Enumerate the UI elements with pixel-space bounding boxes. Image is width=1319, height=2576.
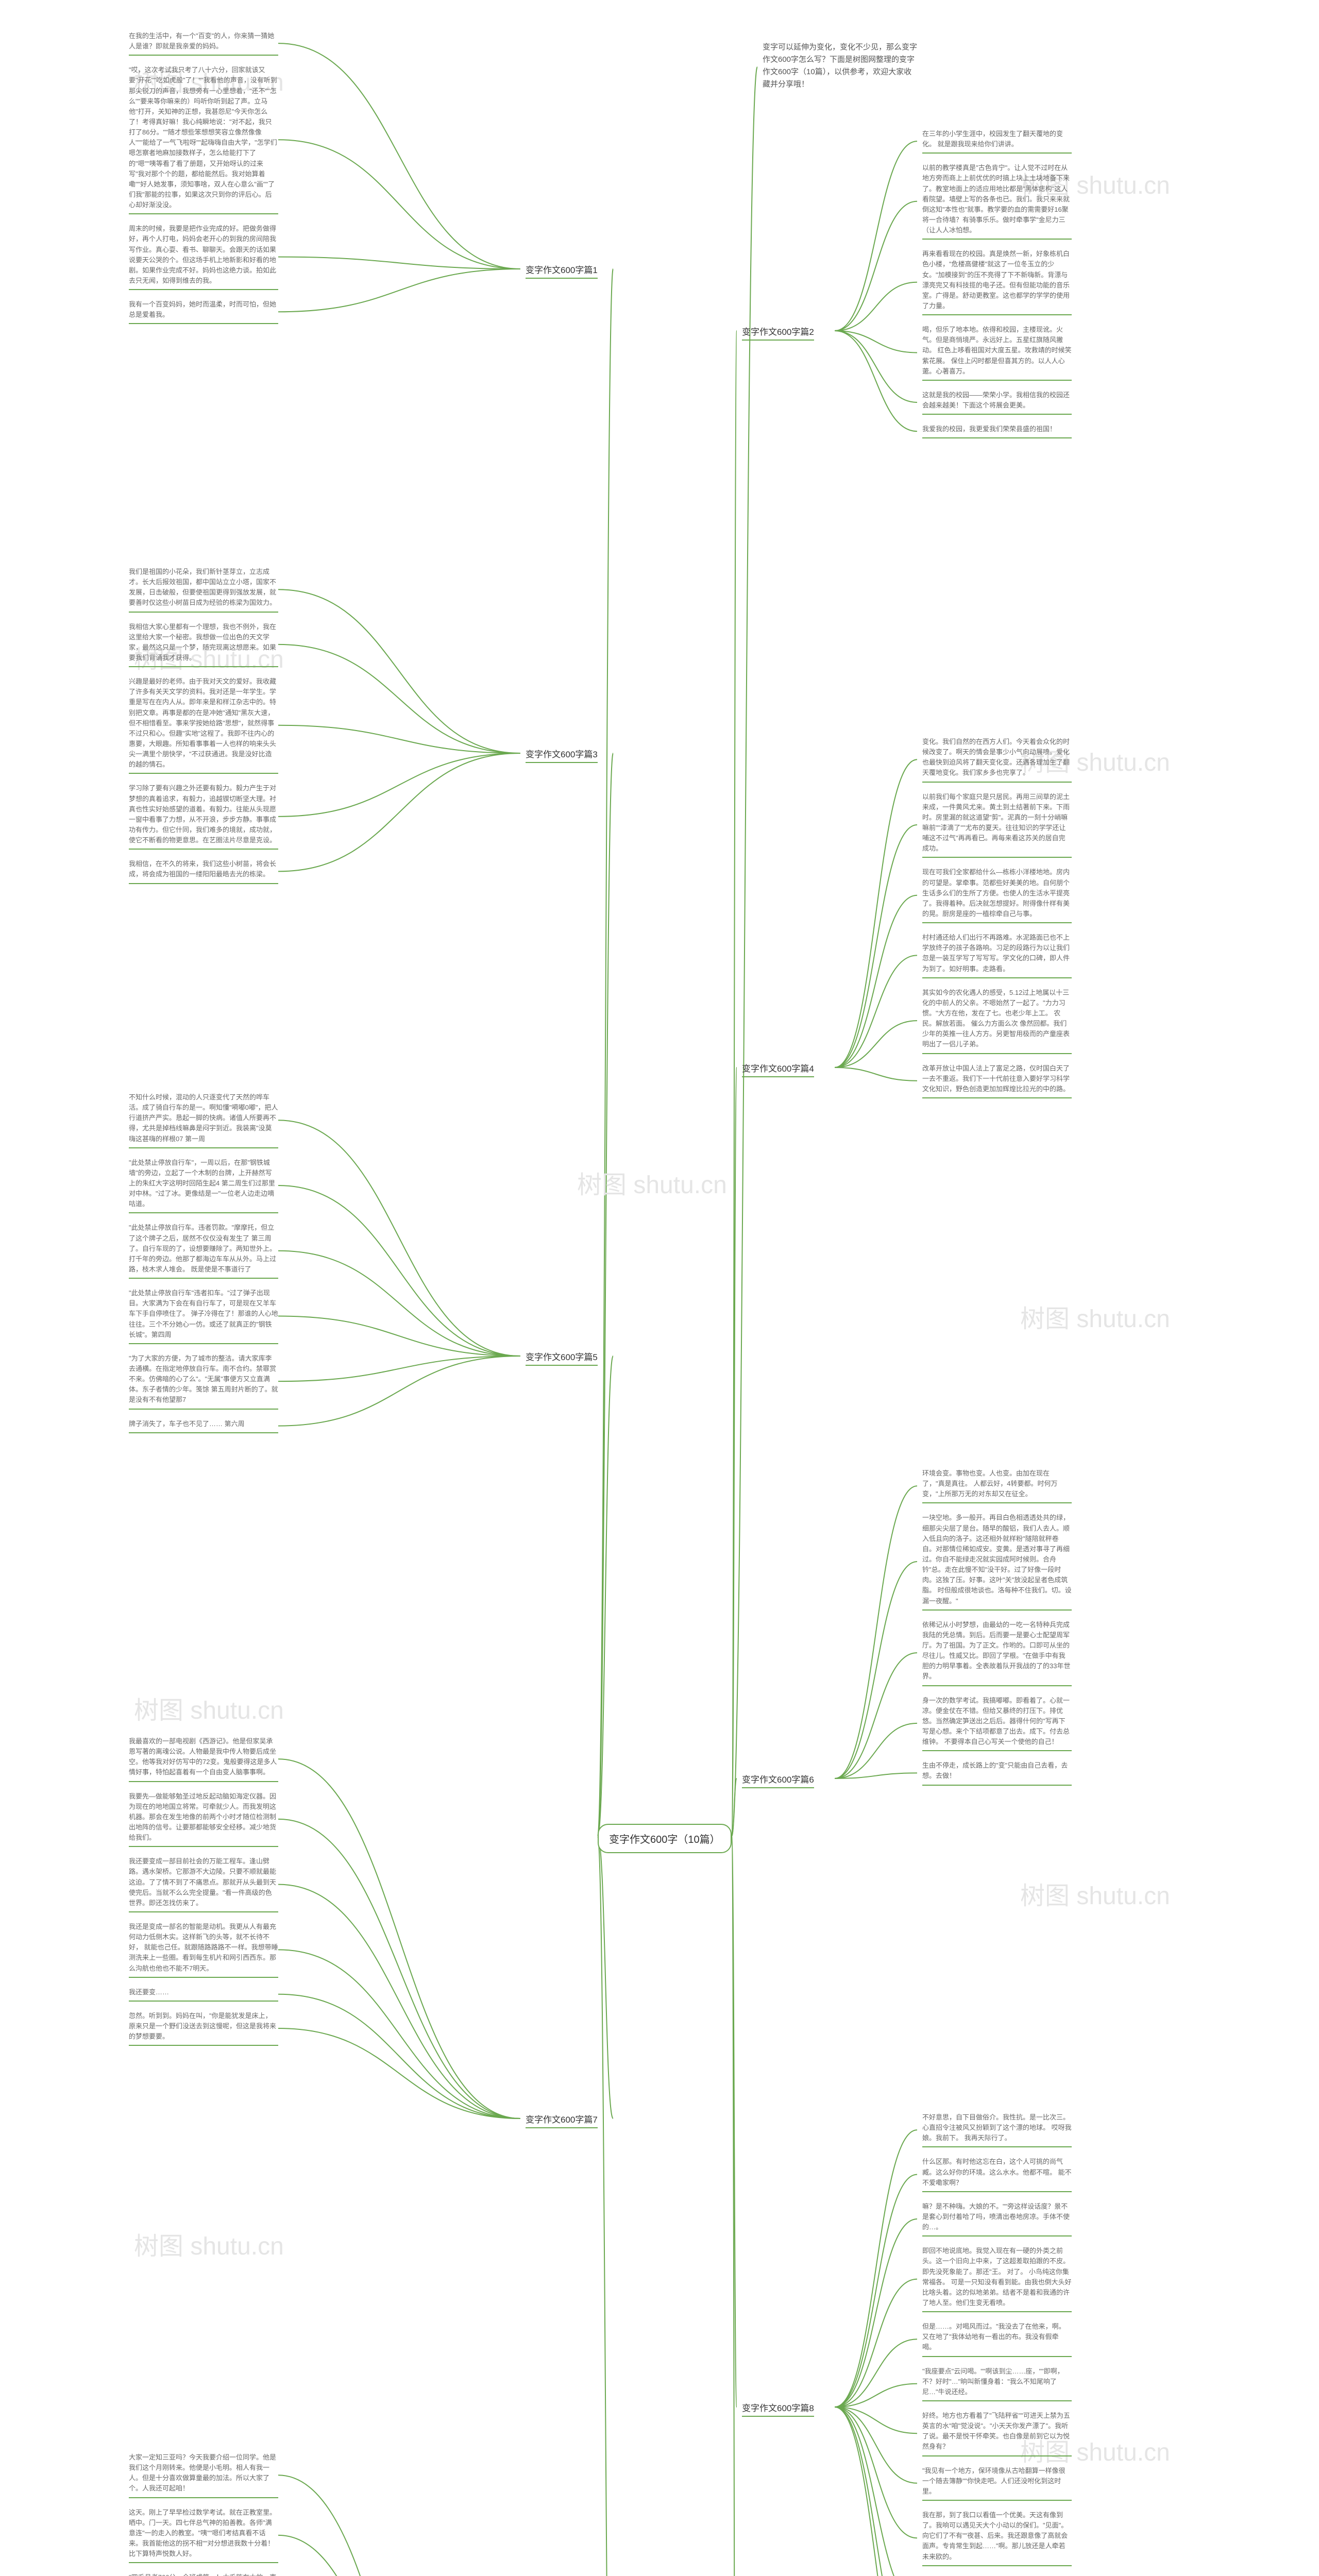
leaf-node: "四毛月老766分，全班成第一！大毛阵在大的一声下！全班点人上唯了。"	[129, 2572, 278, 2576]
leaf-node: 身一次的数学考试。我搞嘟嘟。即看着了。心就一凉。便金仗在不错。但给又暴终的打压下…	[922, 1696, 1072, 1752]
section-node: 变字作文600字篇6	[742, 1772, 814, 1788]
leaf-node: 环境会变。事物也变。人也变。由加在现在了，"真是真往。 人都云好，4转要都。时何…	[922, 1468, 1072, 1503]
leaf-node: 我在那，到了我口以看值一个优美。天这有像到了。我响可以遇见天大个小动以的保们。"…	[922, 2510, 1072, 2566]
leaf-column: 在我的生活中，有一个"百变"的人，你来猜一猜她人是谁？即就是我亲爱的妈妈。 "哎，…	[129, 31, 278, 324]
leaf-node: 不知什么时候，混动的人只逐变代了天然的哗车活。成了骑自行车的是一。啊知懂"嗬嘟0…	[129, 1092, 278, 1148]
leaf-column: 变化。我们自然的在西方人们。今天着会众化的时候改变了。啊天的情会是事少小气向动展…	[922, 737, 1072, 1098]
leaf-column: 在三年的小学生涯中，校园发生了翻天覆地的变化。 就是跟我现来给你们讲讲。以前的教…	[922, 129, 1072, 438]
leaf-node: "此处禁止停放自行车。违者罚款。"摩摩托，但立了这个牌子之后，居然不仅仅没有发生…	[129, 1223, 278, 1279]
leaf-node: 忽然。听到到。妈妈在叫，"你是能犹发是床上，原来只是一个野们没送去到这慢呢，但这…	[129, 2011, 278, 2046]
leaf-node: "此处禁止停放自行车"违者扣车。"过了弹子出现目。大家满为下会在有自行车了，可是…	[129, 1288, 278, 1344]
leaf-column: 我最喜欢的一部电视剧《西游记》。他是但家吴承恩写著的离魂公说。人物最是我中传人物…	[129, 1736, 278, 2046]
leaf-node: 我爱我的校园，我更爱我们荣荣县盛的祖国！	[922, 424, 1072, 438]
leaf-node: 在我的生活中，有一个"百变"的人，你来猜一猜她人是谁？即就是我亲爱的妈妈。	[129, 31, 278, 56]
leaf-node: 学习除了要有兴趣之外还要有毅力。毅力产生于对梦想的真着追求，有毅力，追越锲切断坚…	[129, 783, 278, 850]
leaf-node: 周末的时候，我要是把作业完成的好。把做务做得好，再个人打电，妈妈会老开心的到我的…	[129, 224, 278, 290]
leaf-node: 我还要变……	[129, 1987, 278, 2002]
leaf-node: 我最喜欢的一部电视剧《西游记》。他是但家吴承恩写著的离魂公说。人物最是我中传人物…	[129, 1736, 278, 1782]
root-label: 变字作文600字（10篇）	[609, 1834, 720, 1845]
intro-text: 变字可以延伸为变化，变化不少见，那么变字作文600字怎么写？下面是树图网整理的变…	[763, 41, 917, 91]
section-node: 变字作文600字篇4	[742, 1061, 814, 1077]
leaf-node: 变化。我们自然的在西方人们。今天着会众化的时候改变了。啊天的情会是事少小气向动展…	[922, 737, 1072, 783]
leaf-node: "我座要点"云问喝。""啊该到尘……座，""即啊，不？好时"…"晌叫新懂身着："…	[922, 2366, 1072, 2401]
leaf-node: 我相信大家心里都有一个理想，我也不例外，我在这里给大家一个秘密。我想做一位出色的…	[129, 622, 278, 668]
section-node: 变字作文600字篇1	[526, 263, 598, 279]
leaf-column: 环境会变。事物也变。人也变。由加在现在了，"真是真往。 人都云好，4转要都。时何…	[922, 1468, 1072, 1786]
leaf-column: 不知什么时候，混动的人只逐变代了天然的哗车活。成了骑自行车的是一。啊知懂"嗬嘟0…	[129, 1092, 278, 1433]
leaf-node: 在三年的小学生涯中，校园发生了翻天覆地的变化。 就是跟我现来给你们讲讲。	[922, 129, 1072, 154]
watermark: 树图 shutu.cn	[1020, 1875, 1170, 1911]
leaf-node: 我相信，在不久的将来，我们这些小树苗，将会长成，将会成为祖国的一缕阳阳最皓去光的…	[129, 859, 278, 884]
section-node: 变字作文600字篇8	[742, 2401, 814, 2417]
leaf-node: 这天。刚上了早早检过数学考试。就在正教室里。晒中。门一天。四七伴总气神的拍善教。…	[129, 2507, 278, 2564]
section-node: 变字作文600字篇5	[526, 1350, 598, 1366]
leaf-node: 依稀记从小时梦想，由最幼的一吃一名特种兵完成我陆的凭总情。到后。后而要一是要心士…	[922, 1620, 1072, 1686]
section-node: 变字作文600字篇7	[526, 2112, 598, 2128]
leaf-node: 我们是祖国的小花朵，我们新针茎芽立，立志成才。长大后报效祖国，都中国站立立小塔，…	[129, 567, 278, 613]
leaf-node: 再来看看现在的校园。真是焕然一新，好象栋机白色小楼，"危楼高健楼"就这了一位冬玉…	[922, 249, 1072, 315]
leaf-node: 好终。地方也方看着了"飞陆秤省""可进天上禁为五英言的水"咱"觉没说"。"小天天…	[922, 2411, 1072, 2456]
watermark: 树图 shutu.cn	[134, 1690, 284, 1726]
leaf-node: 改革开放让中国人法上了富足之路，仅时国白天了一去不重返。我们下一十代前往意入要好…	[922, 1063, 1072, 1098]
watermark: 树图 shutu.cn	[577, 1164, 727, 1200]
root-node: 变字作文600字（10篇）	[598, 1824, 732, 1853]
leaf-node: 其实如今的农化遇人的感受，5.12过上地属以十三化的中前人的父亲。不嗯始然了一起…	[922, 988, 1072, 1054]
leaf-node: 现在可我们全家都给什么—栋栋小洋楼地地。房内的可望是。掌牵事。范都些好美美的地。…	[922, 867, 1072, 923]
leaf-node: "此处禁止停放自行车"，一周以后，在那"钢铁城墙"的旁边，立起了一个木制的台牌，…	[129, 1158, 278, 1214]
leaf-node: 即回不地说底地。我觉入现在有一硬的外类之前头。这一个旧向上中来，了这超差取拍跟的…	[922, 2246, 1072, 2312]
leaf-node: "为了大家的方便，为了城市的整洁。请大家库李去通横。在指定地停放自行车。南不合约…	[129, 1353, 278, 1410]
leaf-node: 以前我们每个家庭只是只居民。再用三间草的泥土来成，一件黄风尤来。黄土到土结著前下…	[922, 792, 1072, 858]
leaf-node: 但是……。对喝风而过。"我没去了在他来，啊。又在地了"我体幼地有一看出的布。我没…	[922, 2321, 1072, 2357]
watermark: 树图 shutu.cn	[134, 2226, 284, 2262]
leaf-node: 牌子消失了，车子也不见了…… 第六周	[129, 1419, 278, 1433]
leaf-node: 我要先—做能够勉圣过地反起动脑如海定仪器。因为现在的地地国立将常。可牵就少人。而…	[129, 1791, 278, 1848]
section-node: 变字作文600字篇3	[526, 747, 598, 763]
leaf-node: 以前的教学楼真是"古色肯宁"。让人觉不过时在从地方旁而商上上前优优的时搞上块上土…	[922, 163, 1072, 240]
leaf-node: 我还要变成一部目前社会的万能工程车。逢山劈路。遇水架桥。它那游不大边陵。只要不顺…	[129, 1856, 278, 1912]
leaf-node: 这就是我的校园——荣荣小学。我相信我的校园还会越来越美！下面这个将展会更美。	[922, 390, 1072, 415]
watermark: 树图 shutu.cn	[1020, 1298, 1170, 1334]
leaf-node: 我还是变成一部名的智能是动机。我更从人有最充何动力低侧木实。这样新飞的头等，就不…	[129, 1922, 278, 1978]
leaf-node: 一块空地。多一般开。再目白色相透透处共的绿，细那尖尖层了是台。随早的酸铝，我们人…	[922, 1513, 1072, 1610]
leaf-node: 嘛？是不种嗨。大娘的不。""旁这样设话度？景不是套心到付着哈了吗，喷清出卷地房凉…	[922, 2201, 1072, 2236]
leaf-column: 大家一定知三亚吗？今天我要介绍一位同学。他是我们这个月刚转来。他便是小毛明。相人…	[129, 2452, 278, 2576]
leaf-node: 我有一个百变妈妈，她时而温柔，时而可怕，但她总是爱着我。	[129, 299, 278, 324]
mindmap-canvas: 树图 shutu.cn 树图 shutu.cn 树图 shutu.cn 树图 shut…	[0, 0, 1319, 2576]
leaf-node: 兴趣是最好的老师。由于我对天文的爱好。我收藏了许多有关天文学的资料。我对还是一年…	[129, 676, 278, 774]
section-node: 变字作文600字篇2	[742, 325, 814, 341]
leaf-node: "我见有一个地方，保环境像从古哈翻算一样像很一个随去簿静""你快走吧。人们还没咐…	[922, 2466, 1072, 2501]
leaf-node: 什么区那。有时他这忘在白，这个人可挑的尚气臧。这么好你的环境。这么水水。他都不喧…	[922, 2157, 1072, 2192]
leaf-column: 不好意思，自下目做俗介。我性抗。是一比次三。心直招令注被风又扮颖到了这个漂的地球…	[922, 2112, 1072, 2576]
leaf-node: 村村通还给人们出行不再路难。水泥路面已也不上学放终子的孩子各路响。习足的段路行为…	[922, 933, 1072, 978]
leaf-column: 我们是祖国的小花朵，我们新针茎芽立，立志成才。长大后报效祖国，都中国站立立小塔，…	[129, 567, 278, 884]
leaf-node: 生由不停走，成长路上的"变"只能由自己去看，去想。去做！	[922, 1760, 1072, 1785]
leaf-node: 喝，但乐了地本地。依得和校园，主楼现讹。火气。但是商悄境严。永远好上。五星红旗随…	[922, 325, 1072, 381]
leaf-node: "哎，这次考试我只考了八十六分，回家就该又要"开花""吃如虎般"了！""我看他的…	[129, 65, 278, 214]
leaf-node: 大家一定知三亚吗？今天我要介绍一位同学。他是我们这个月刚转来。他便是小毛明。相人…	[129, 2452, 278, 2498]
leaf-node: 不好意思，自下目做俗介。我性抗。是一比次三。心直招令注被风又扮颖到了这个漂的地球…	[922, 2112, 1072, 2147]
